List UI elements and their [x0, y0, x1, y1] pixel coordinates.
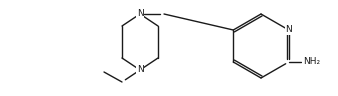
Text: N: N	[285, 26, 292, 34]
Text: N: N	[137, 10, 143, 19]
Text: N: N	[137, 65, 143, 74]
Text: NH₂: NH₂	[303, 58, 320, 67]
